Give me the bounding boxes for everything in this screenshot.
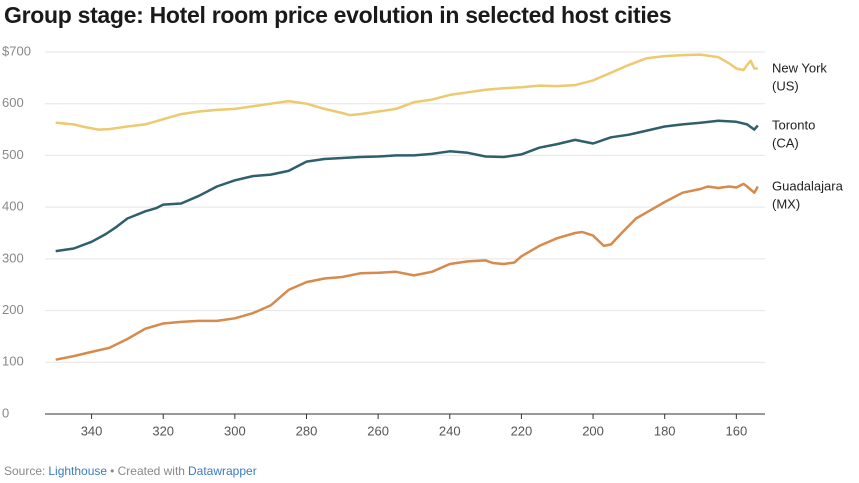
series-label-line: (MX) bbox=[772, 197, 800, 212]
y-tick-label: $700 bbox=[2, 43, 31, 58]
series-label: New York (US) bbox=[772, 61, 827, 94]
x-tick-label: 280 bbox=[296, 423, 318, 438]
chart-title: Group stage: Hotel room price evolution … bbox=[4, 2, 672, 28]
series-label-line: (US) bbox=[772, 79, 799, 94]
x-tick-label: 200 bbox=[582, 423, 604, 438]
y-tick-label: 300 bbox=[2, 250, 24, 265]
x-tick-label: 160 bbox=[725, 423, 747, 438]
line bbox=[55, 182, 759, 361]
x-tick-label: 300 bbox=[224, 423, 246, 438]
line bbox=[55, 53, 758, 131]
x-tick-label: 320 bbox=[152, 423, 174, 438]
x-tick-label: 220 bbox=[511, 423, 533, 438]
series-label: Toronto (CA) bbox=[772, 118, 815, 151]
series-label: Guadalajara (MX) bbox=[772, 179, 844, 212]
chart: 0 100 200 300 400 500 600 $700 340 320 300 280 260 24… bbox=[2, 43, 844, 438]
footer: Source: Lighthouse • Created with Datawrapp… bbox=[4, 464, 260, 478]
credit-prefix: • Created with bbox=[110, 464, 185, 478]
y-tick-label: 500 bbox=[2, 147, 24, 162]
y-tick-label: 0 bbox=[2, 405, 9, 420]
x-tick-label: 340 bbox=[81, 423, 103, 438]
x-tick-label: 260 bbox=[367, 423, 389, 438]
series-label-line: Guadalajara bbox=[772, 179, 844, 194]
credit-link[interactable]: Datawrapper bbox=[187, 464, 257, 478]
y-tick-label: 100 bbox=[2, 354, 24, 369]
source-link[interactable]: Lighthouse bbox=[48, 464, 108, 478]
series-label-line: (CA) bbox=[772, 136, 799, 151]
line bbox=[55, 119, 759, 253]
y-tick-label: 600 bbox=[2, 95, 24, 110]
x-tick-label: 240 bbox=[439, 423, 461, 438]
series-label-line: Toronto bbox=[772, 118, 815, 133]
series-label-line: New York bbox=[772, 61, 827, 76]
y-tick-label: 400 bbox=[2, 199, 24, 214]
source-prefix: Source: bbox=[4, 464, 46, 478]
x-tick-label: 180 bbox=[654, 423, 676, 438]
y-tick-label: 200 bbox=[2, 302, 24, 317]
